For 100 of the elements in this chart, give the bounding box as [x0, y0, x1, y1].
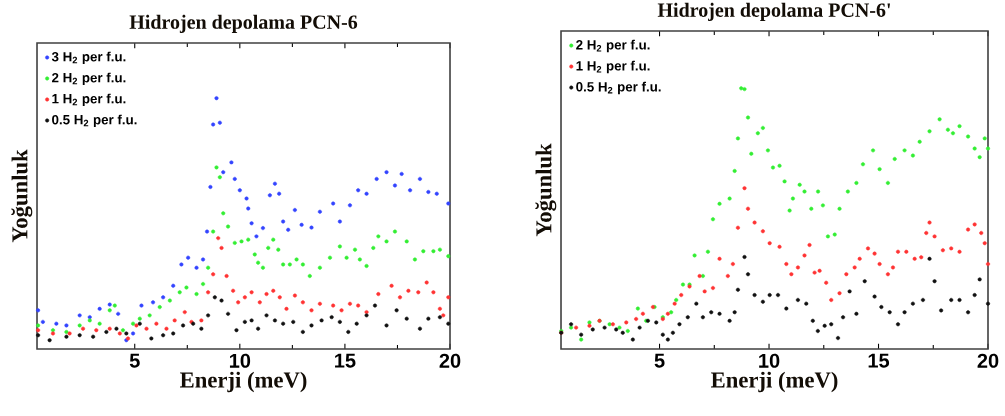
point — [77, 333, 82, 338]
point — [267, 193, 272, 198]
point — [219, 298, 224, 303]
point — [97, 306, 102, 311]
point — [272, 318, 277, 323]
point — [384, 239, 389, 244]
point — [896, 322, 901, 327]
legend-label: 0.5 H$_{2}$ per f.u. — [52, 114, 137, 128]
point — [317, 301, 322, 306]
point — [812, 270, 817, 275]
point — [574, 325, 579, 330]
legend-label: 0.5 H$_{2}$ per f.u. — [576, 81, 661, 95]
point — [795, 297, 800, 302]
point — [294, 257, 299, 262]
point — [986, 262, 991, 267]
point — [406, 288, 411, 293]
point — [979, 230, 984, 235]
point — [292, 208, 297, 213]
point — [679, 293, 684, 298]
point — [252, 252, 257, 257]
x-tick-label: 5 — [654, 353, 665, 368]
point — [257, 300, 262, 305]
point — [374, 176, 379, 181]
point — [879, 305, 884, 310]
point — [144, 326, 149, 331]
point — [717, 256, 722, 261]
point — [54, 321, 59, 326]
point — [226, 224, 231, 229]
point — [717, 311, 722, 316]
point — [249, 221, 254, 226]
point — [940, 248, 945, 253]
point — [795, 265, 800, 270]
point — [300, 300, 305, 305]
point — [804, 301, 809, 306]
point — [384, 323, 389, 328]
point — [817, 268, 822, 273]
point — [171, 331, 176, 336]
point — [172, 318, 177, 323]
point — [746, 272, 751, 277]
point — [910, 301, 915, 306]
point — [924, 230, 929, 235]
point — [319, 318, 324, 323]
point — [446, 321, 451, 326]
point — [353, 247, 358, 252]
point — [364, 263, 369, 268]
point — [164, 326, 169, 331]
point — [256, 260, 261, 265]
point — [286, 227, 291, 232]
point — [426, 189, 431, 194]
point — [700, 315, 705, 320]
point — [446, 254, 451, 259]
x-tick-label: 15 — [335, 353, 356, 368]
point — [277, 295, 282, 300]
point — [446, 201, 451, 206]
point — [904, 249, 909, 254]
point — [424, 280, 429, 285]
point — [822, 323, 827, 328]
point — [112, 303, 117, 308]
point — [397, 295, 402, 300]
point — [211, 272, 216, 277]
point — [206, 313, 211, 318]
point — [337, 219, 342, 224]
point — [730, 262, 735, 267]
point — [877, 262, 882, 267]
point — [857, 256, 862, 261]
point — [784, 262, 789, 267]
point — [982, 241, 987, 246]
point — [404, 316, 409, 321]
point — [226, 311, 231, 316]
point — [249, 318, 254, 323]
point — [966, 227, 971, 232]
point — [287, 262, 292, 267]
point — [972, 293, 977, 298]
point — [376, 234, 381, 239]
point — [47, 338, 52, 343]
point — [177, 290, 182, 295]
point — [847, 289, 852, 294]
point — [124, 331, 129, 336]
point — [97, 321, 102, 326]
point — [977, 277, 982, 282]
point — [920, 297, 925, 302]
x-tick-label: 15 — [868, 353, 890, 368]
point — [887, 310, 892, 315]
point — [246, 237, 251, 242]
point — [186, 255, 191, 260]
point — [710, 285, 715, 290]
point — [654, 320, 659, 325]
point — [260, 265, 265, 270]
point — [912, 256, 917, 261]
point — [249, 290, 254, 295]
point — [417, 176, 422, 181]
point — [441, 313, 446, 318]
point — [392, 229, 397, 234]
point — [866, 246, 871, 251]
legend-label: 3 H$_{2}$ per f.u. — [51, 51, 126, 65]
point — [932, 234, 937, 239]
point — [36, 323, 41, 328]
point — [966, 310, 971, 315]
point — [149, 336, 154, 341]
point — [232, 176, 237, 181]
